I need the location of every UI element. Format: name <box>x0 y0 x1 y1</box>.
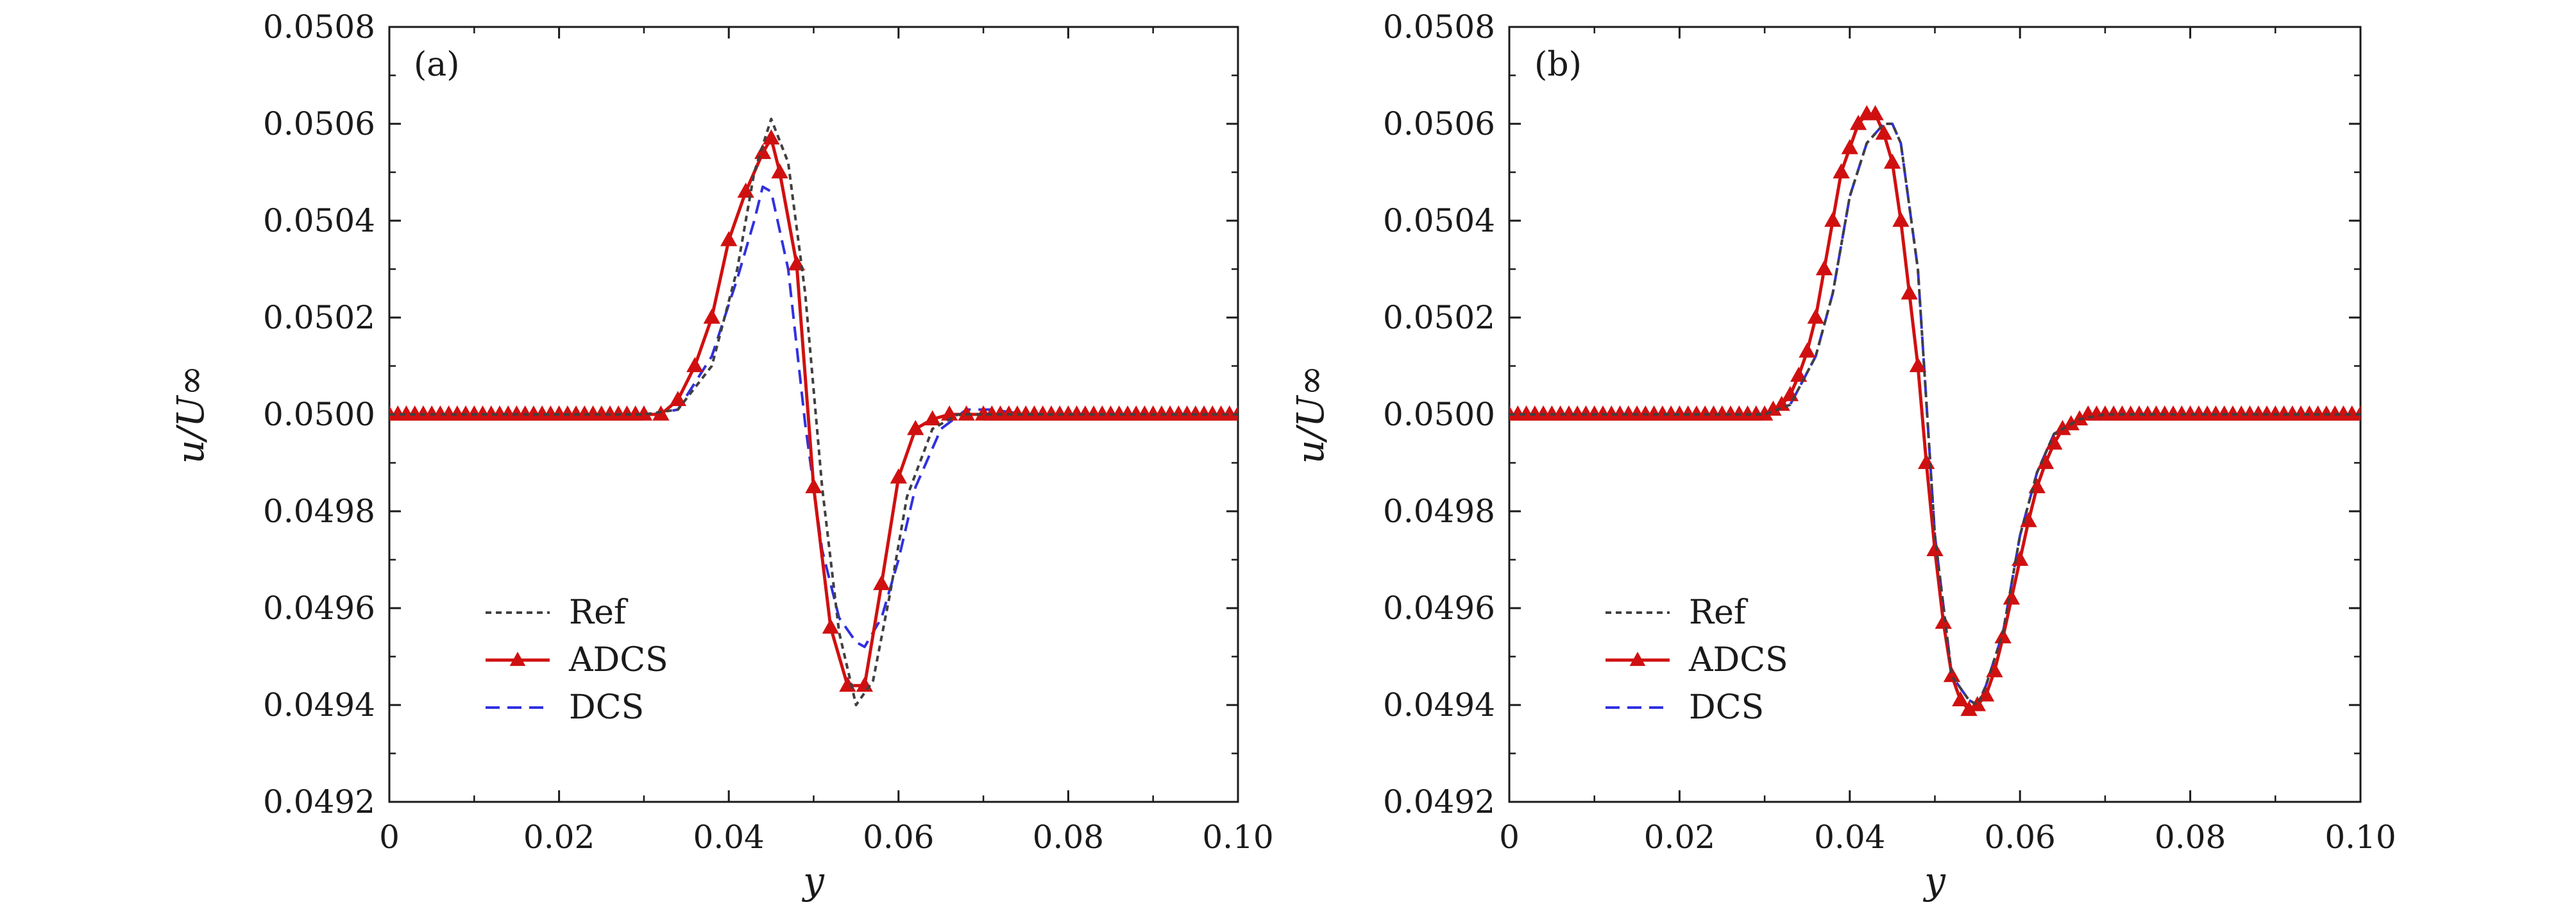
y-axis-label: u/U∞ <box>169 365 212 464</box>
data-point-adcs <box>703 308 720 324</box>
x-tick-label: 0.04 <box>1814 819 1885 856</box>
x-axis-label: y <box>801 859 825 903</box>
data-point-adcs <box>1935 613 1952 629</box>
y-tick-label: 0.0496 <box>263 590 375 627</box>
x-tick-label: 0.06 <box>863 819 934 856</box>
data-point-adcs <box>1790 366 1808 382</box>
plot-area <box>389 117 1238 706</box>
x-tick-label: 0.02 <box>523 819 595 856</box>
plot-area <box>1509 105 2360 717</box>
y-tick-label: 0.0506 <box>1383 105 1495 142</box>
data-point-adcs <box>1952 691 1969 707</box>
panel-tag: (a) <box>414 46 460 84</box>
y-tick-label: 0.0494 <box>263 686 375 724</box>
data-point-adcs <box>754 144 772 159</box>
y-tick-label: 0.0502 <box>1383 299 1495 336</box>
x-tick-label: 0.04 <box>693 819 765 856</box>
data-point-adcs <box>763 129 780 145</box>
x-axis-label: y <box>1922 859 1946 903</box>
y-tick-label: 0.0492 <box>1383 783 1495 820</box>
legend: Ref ADCS DCS <box>1606 593 1788 727</box>
legend-label-adcs: ADCS <box>568 641 668 679</box>
data-point-adcs <box>1883 153 1901 169</box>
x-tick-label: 0.02 <box>1644 819 1715 856</box>
panel-tag: (b) <box>1534 46 1582 84</box>
data-point-adcs <box>669 391 687 406</box>
legend-label-ref: Ref <box>569 593 629 632</box>
data-point-adcs <box>1926 541 1944 556</box>
panel-a: 0 0.02 0.04 0.06 0.08 0.10 0.0492 0.0494 0.0496 0… <box>169 8 1274 903</box>
data-point-adcs <box>1807 308 1824 324</box>
data-point-adcs <box>1867 105 1884 121</box>
series-line-ref <box>1509 123 2360 706</box>
data-point-adcs <box>720 231 738 246</box>
data-point-adcs <box>771 163 788 179</box>
y-tick-label: 0.0504 <box>1383 202 1495 239</box>
y-tick-label: 0.0508 <box>263 8 375 46</box>
y-tick-label: 0.0500 <box>263 396 375 433</box>
data-point-adcs <box>1943 667 1961 683</box>
panel-b: 0 0.02 0.04 0.06 0.08 0.10 0.0492 0.0494 0.0496 0… <box>1289 8 2396 903</box>
y-tick-label: 0.0502 <box>263 299 375 336</box>
data-point-adcs <box>1901 284 1918 300</box>
data-point-adcs <box>1994 628 2012 643</box>
data-point-adcs <box>1849 114 1867 130</box>
data-point-adcs <box>1815 260 1833 276</box>
data-point-adcs <box>907 420 924 436</box>
data-point-adcs <box>1875 124 1893 140</box>
data-point-adcs <box>1841 139 1859 155</box>
y-axis-label: u/U∞ <box>1289 365 1332 464</box>
data-point-adcs <box>873 575 890 590</box>
x-tick-label: 0.08 <box>2155 819 2226 856</box>
data-point-adcs <box>822 618 840 634</box>
x-tick-label: 0 <box>379 819 400 856</box>
x-tick-label: 0.10 <box>2325 819 2396 856</box>
series-line-ref <box>389 117 1238 706</box>
data-point-adcs <box>924 410 941 426</box>
y-tick-label: 0.0492 <box>263 783 375 820</box>
y-tick-label: 0.0500 <box>1383 396 1495 433</box>
legend-marker-adcs <box>509 652 526 667</box>
x-tick-label: 0.10 <box>1202 819 1273 856</box>
y-tick-label: 0.0498 <box>263 493 375 530</box>
y-tick-label: 0.0498 <box>1383 493 1495 530</box>
data-point-adcs <box>686 357 704 373</box>
legend-marker-adcs <box>1629 652 1646 667</box>
y-tick-label: 0.0508 <box>1383 8 1495 46</box>
legend: Ref ADCS DCS <box>486 593 668 727</box>
data-point-adcs <box>805 478 822 493</box>
data-point-adcs <box>737 182 754 198</box>
legend-label-ref: Ref <box>1689 593 1749 632</box>
data-point-adcs <box>1833 163 1850 179</box>
data-point-adcs <box>1824 211 1842 227</box>
legend-label-dcs: DCS <box>1689 688 1764 727</box>
x-tick-label: 0 <box>1499 819 1520 856</box>
data-point-adcs <box>1892 211 1910 227</box>
y-tick-label: 0.0506 <box>263 105 375 142</box>
x-tick-label: 0.06 <box>1985 819 2056 856</box>
legend-label-adcs: ADCS <box>1688 641 1788 679</box>
y-tick-label: 0.0494 <box>1383 686 1495 724</box>
data-point-adcs <box>1799 342 1816 358</box>
x-tick-label: 0.08 <box>1033 819 1104 856</box>
data-point-adcs <box>890 468 908 484</box>
data-point-adcs <box>1909 357 1927 373</box>
legend-label-dcs: DCS <box>569 688 644 727</box>
y-tick-label: 0.0504 <box>263 202 375 239</box>
y-tick-label: 0.0496 <box>1383 590 1495 627</box>
